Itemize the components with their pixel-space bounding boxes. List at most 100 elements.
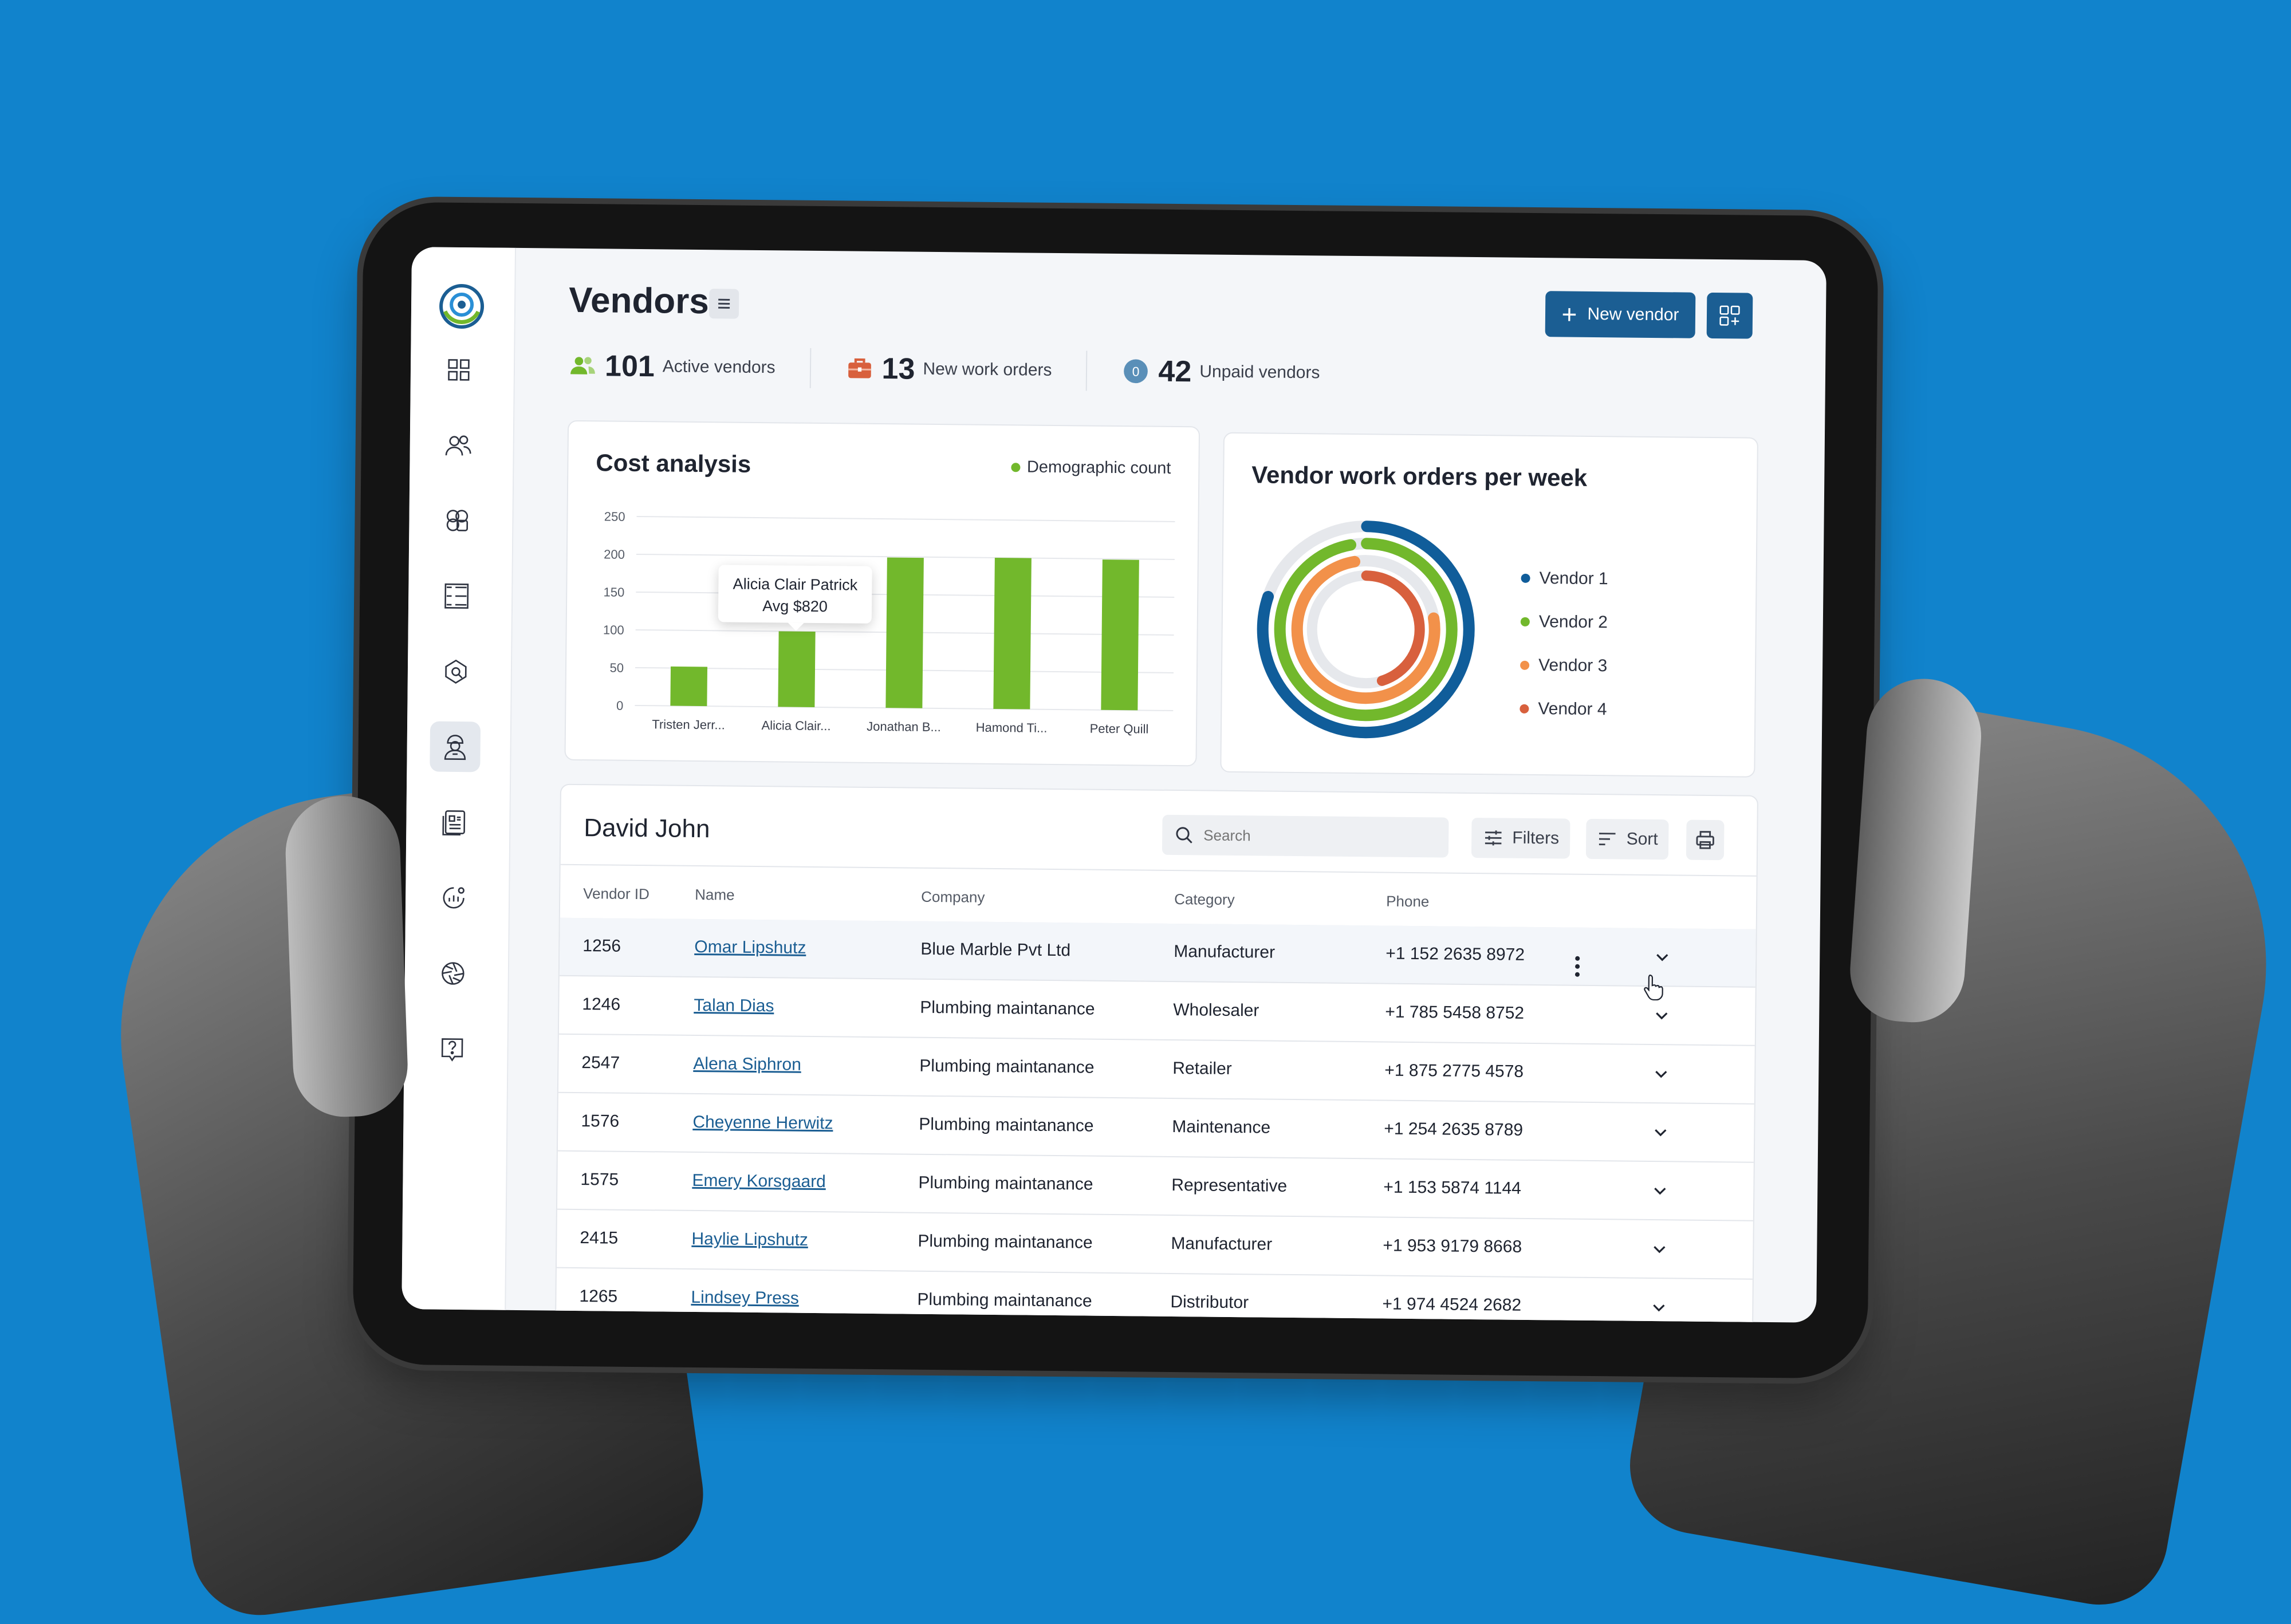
sidebar-item-help[interactable] [427,1023,478,1074]
category-cell: Retailer [1172,1058,1232,1078]
vendor-id-cell: 1265 [579,1287,618,1306]
category-cell: Manufacturer [1171,1233,1273,1254]
bar[interactable] [778,631,816,707]
column-header[interactable]: Phone [1386,892,1430,910]
vendor-worker-icon [444,735,466,760]
sidebar-item-analytics[interactable] [428,872,479,923]
phone-cell: +1 875 2775 4578 [1384,1061,1524,1081]
table-row[interactable]: 1575 Emery Korsgaard Plumbing maintanance R… [557,1151,1754,1221]
right-thumb [1847,675,1985,1026]
table-row[interactable]: 2547 Alena Siphron Plumbing maintanance Ret… [558,1034,1755,1105]
column-header[interactable]: Name [695,885,735,904]
sort-button[interactable]: Sort [1585,818,1669,860]
column-header[interactable]: Vendor ID [583,885,650,903]
y-tick-label: 150 [603,585,624,599]
sidebar-item-assets[interactable] [432,495,483,546]
active-vendors-label: Active vendors [662,357,776,377]
chevron-down-icon [1654,1245,1666,1254]
category-cell: Maintenance [1172,1117,1271,1137]
bar[interactable] [670,666,708,707]
legend-label: Vendor 3 [1538,656,1608,676]
vendor-id-cell: 2415 [580,1228,619,1248]
expand-row-button[interactable] [1651,1182,1668,1200]
column-header[interactable]: Company [921,888,985,906]
expand-row-button[interactable] [1651,1241,1668,1258]
x-tick-label: Jonathan B... [867,719,941,734]
vendor-name-link[interactable]: Haylie Lipshutz [691,1229,809,1249]
expand-row-button[interactable] [1652,1066,1670,1083]
ring-arc-vendor-2[interactable] [1274,538,1458,722]
vendor-id-cell: 2547 [581,1053,620,1073]
filters-button[interactable]: Filters [1471,817,1570,859]
stats-bar: 101 Active vendors 13 New work orders 0 … [568,345,1389,394]
y-tick-label: 200 [604,547,625,561]
vendor-id-cell: 1246 [582,995,621,1014]
table-row[interactable]: 1265 Lindsey Press Plumbing maintanance Dis… [556,1268,1753,1323]
chevron-down-icon [1656,953,1668,961]
vendor-name-link[interactable]: Omar Lipshutz [694,937,806,957]
ring-arc-vendor-3[interactable] [1291,555,1440,704]
unpaid-vendors-count: 42 [1158,354,1192,389]
bar[interactable] [885,557,924,708]
category-cell: Representative [1171,1175,1288,1196]
sidebar-item-settings[interactable] [427,948,478,999]
y-tick-label: 0 [616,699,623,713]
column-header[interactable]: Category [1174,890,1235,909]
table-row[interactable]: 2415 Haylie Lipshutz Plumbing maintanance M… [556,1209,1753,1280]
dashboard-grid-icon [448,359,470,381]
app-logo-icon[interactable] [437,282,487,332]
vendor-name-link[interactable]: Cheyenne Herwitz [692,1112,833,1133]
print-button[interactable] [1686,819,1725,861]
table-row[interactable]: 1246 Talan Dias Plumbing maintanance Wholes… [558,976,1755,1046]
phone-cell: +1 953 9179 8668 [1383,1236,1522,1256]
table-row[interactable]: 1576 Cheyenne Herwitz Plumbing maintanance… [557,1093,1754,1163]
legend-dot [1521,573,1530,583]
bar[interactable] [1101,559,1139,711]
chevron-down-icon [1655,1070,1667,1078]
legend-vendor-2: Vendor 2 [1520,600,1608,644]
vendor-name-link[interactable]: Talan Dias [694,995,774,1016]
new-vendor-button[interactable]: + New vendor [1545,291,1696,338]
sidebar-item-users[interactable] [432,420,483,471]
ring-arc-vendor-4[interactable] [1361,570,1425,686]
vendor-name-link[interactable]: Emery Korsgaard [692,1170,826,1192]
expand-row-button[interactable] [1652,1124,1669,1141]
tooltip-name: Alicia Clair Patrick [733,575,858,594]
expand-row-button[interactable] [1654,949,1671,966]
category-cell: Manufacturer [1174,941,1276,962]
y-tick-label: 100 [603,622,624,637]
sidebar-item-dashboard[interactable] [434,345,485,396]
work-orders-legend: Vendor 1 Vendor 2 Vendor 3 Vendor 4 [1520,557,1608,731]
ring-arc-vendor-1[interactable] [1257,521,1475,739]
help-icon [441,1038,463,1062]
menu-button[interactable] [708,289,739,319]
unpaid-badge-text: 0 [1132,364,1140,379]
search-input[interactable] [1202,825,1446,848]
expand-row-button[interactable] [1653,1007,1670,1024]
dashboard-add-icon [1719,305,1740,326]
bar[interactable] [993,557,1032,709]
sidebar-item-vendors[interactable] [430,721,481,772]
layout-button[interactable] [1706,292,1753,339]
legend-label: Vendor 4 [1538,699,1607,719]
vendor-name-link[interactable]: Lindsey Press [691,1287,800,1308]
y-tick-label: 250 [604,509,625,523]
vendor-name-link[interactable]: Alena Siphron [693,1054,802,1074]
active-vendors-count: 101 [604,349,655,384]
x-tick-label: Peter Quill [1090,722,1149,736]
vendor-table-card: David John Filters Sort Vendor ID [554,783,1758,1323]
assets-icon [446,510,469,531]
vendor-id-cell: 1575 [580,1170,619,1189]
chevron-down-icon [1653,1304,1665,1312]
sidebar-item-checklist[interactable] [431,571,482,622]
row-more-button[interactable] [1573,956,1581,982]
zero-badge-icon: 0 [1124,359,1148,384]
hand-cursor-icon [1642,973,1665,1001]
y-tick-label: 50 [609,661,624,675]
table-row[interactable]: 1256 Omar Lipshutz Blue Marble Pvt Ltd Manu… [559,917,1756,1001]
sidebar-item-reports[interactable] [429,797,480,848]
sidebar [401,247,517,1310]
expand-row-button[interactable] [1650,1299,1667,1316]
new-work-orders-count: 13 [881,352,915,386]
sidebar-item-locations[interactable] [431,647,482,697]
